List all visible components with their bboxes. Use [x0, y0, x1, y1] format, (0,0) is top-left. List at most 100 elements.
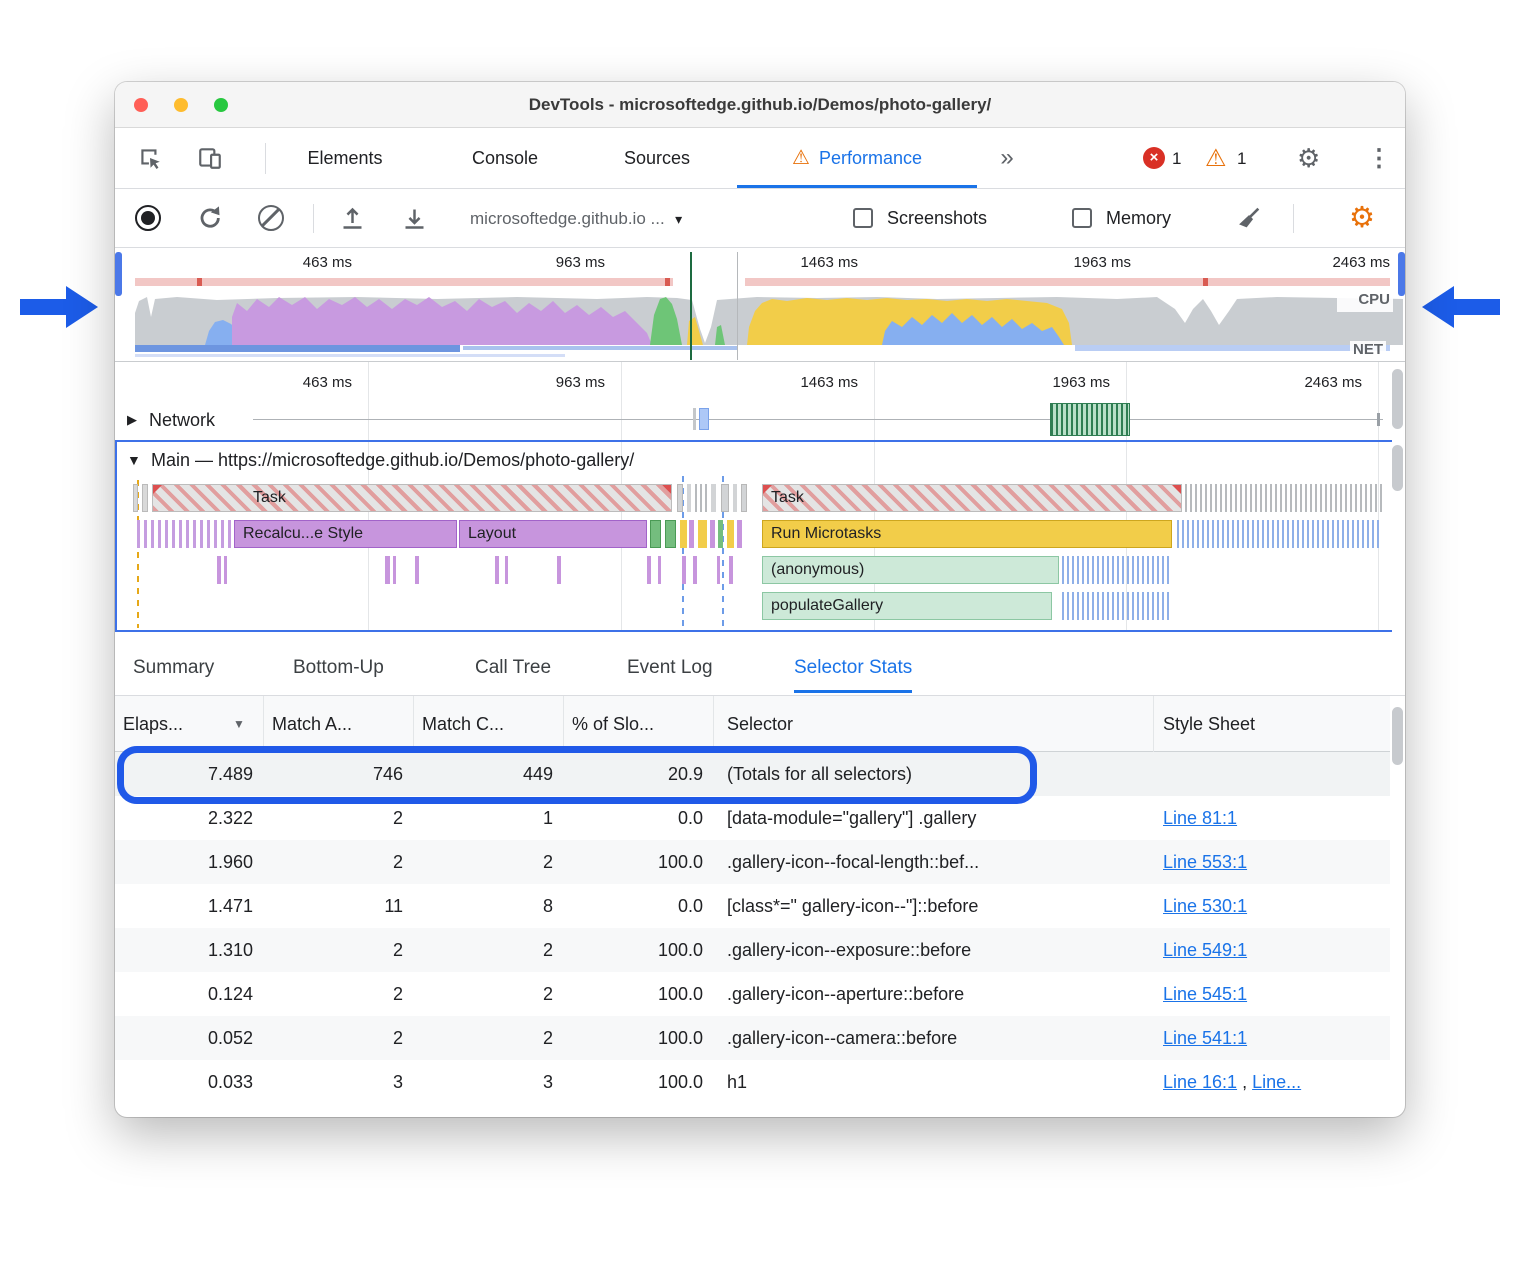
inspect-element-icon[interactable]	[137, 145, 163, 171]
more-tabs-icon[interactable]: »	[1000, 144, 1014, 171]
network-request-bar[interactable]	[699, 408, 709, 430]
close-button[interactable]	[134, 98, 148, 112]
flame-mini-bar	[677, 484, 683, 512]
header-style-sheet[interactable]: Style Sheet	[1163, 714, 1256, 734]
cell-selector: .gallery-icon--camera::before	[727, 1028, 958, 1048]
column-divider	[713, 696, 714, 752]
error-count[interactable]: 1	[1172, 149, 1182, 168]
flame-task-bar[interactable]: Task	[762, 484, 1182, 512]
flame-recalc-style-bar[interactable]: Recalcu...e Style	[234, 520, 457, 548]
screenshots-label[interactable]: Screenshots	[887, 208, 988, 228]
style-sheet-link[interactable]: Line 549:1	[1163, 940, 1248, 960]
network-overview-lane	[135, 278, 1390, 286]
ruler-time-label: 963 ms	[555, 374, 605, 391]
warning-count[interactable]: 1	[1237, 149, 1247, 168]
style-sheet-link[interactable]: Line 16:1	[1163, 1072, 1238, 1092]
scrollbar-thumb[interactable]	[1392, 445, 1403, 491]
cell-slow-pct: 100.0	[657, 852, 703, 872]
style-sheet-link[interactable]: Line 530:1	[1163, 896, 1248, 916]
header-slow-pct[interactable]: % of Slo...	[572, 714, 655, 734]
header-selector[interactable]: Selector	[727, 714, 794, 734]
table-row[interactable]: 0.033 3 3 100.0 h1 Line 16:1 , Line...	[115, 1060, 1390, 1104]
tab-performance-label: Performance	[818, 148, 922, 168]
style-sheet-link[interactable]: Line 81:1	[1163, 808, 1238, 828]
scrollbar-thumb[interactable]	[1392, 707, 1403, 765]
network-track-label[interactable]: Network	[149, 410, 216, 430]
flame-populate-gallery-bar[interactable]: populateGallery	[762, 592, 1052, 620]
flame-layout-bar[interactable]: Layout	[459, 520, 647, 548]
flame-task-bar[interactable]: Task	[152, 484, 672, 512]
tab-elements[interactable]: Elements	[307, 148, 383, 168]
tab-performance[interactable]: ⚠ Performance	[737, 128, 977, 188]
kebab-menu-icon[interactable]: ⋮	[1367, 145, 1391, 172]
screenshots-checkbox[interactable]	[853, 208, 873, 228]
clear-icon[interactable]	[258, 205, 284, 231]
cell-match-count: 3	[542, 1072, 553, 1092]
main-track-label[interactable]: Main — https://microsoftedge.github.io/D…	[151, 450, 635, 470]
cell-slow-pct: 100.0	[657, 1028, 703, 1048]
settings-gear-icon[interactable]: ⚙	[1297, 143, 1321, 173]
save-profile-icon[interactable]	[401, 205, 428, 232]
cell-slow-pct: 100.0	[657, 940, 703, 960]
reload-record-icon[interactable]	[195, 204, 223, 232]
zoom-button[interactable]	[214, 98, 228, 112]
header-elapsed[interactable]: Elaps...	[123, 714, 184, 734]
tab-call-tree[interactable]: Call Tree	[475, 657, 552, 678]
header-match-attempts[interactable]: Match A...	[272, 714, 353, 734]
tab-summary[interactable]: Summary	[133, 657, 215, 678]
timeline-overview[interactable]: 463 ms 963 ms 1463 ms 1963 ms 2463 ms	[115, 248, 1405, 362]
header-match-count[interactable]: Match C...	[422, 714, 505, 734]
table-row[interactable]: 0.052 2 2 100.0 .gallery-icon--camera::b…	[115, 1016, 1390, 1060]
tab-event-log[interactable]: Event Log	[627, 657, 713, 678]
table-row[interactable]: 1.960 2 2 100.0 .gallery-icon--focal-len…	[115, 840, 1390, 884]
devtools-window: DevTools - microsoftedge.github.io/Demos…	[115, 82, 1405, 1117]
style-sheet-link[interactable]: Line 545:1	[1163, 984, 1248, 1004]
disclosure-triangle-icon[interactable]: ▼	[127, 452, 141, 468]
minimize-button[interactable]	[174, 98, 188, 112]
tab-console[interactable]: Console	[471, 148, 539, 168]
collect-garbage-icon[interactable]	[1235, 204, 1263, 232]
flame-mini-bar	[717, 556, 720, 584]
table-row[interactable]: 2.322 2 1 0.0 [data-module="gallery"] .g…	[115, 796, 1390, 840]
disclosure-triangle-icon[interactable]: ▶	[127, 412, 137, 427]
sort-descending-icon[interactable]: ▼	[233, 717, 245, 731]
scrollbar-thumb[interactable]	[1392, 369, 1403, 429]
network-track[interactable]: ▶ Network	[115, 402, 1390, 438]
tab-sources[interactable]: Sources	[623, 148, 691, 168]
overview-right-handle[interactable]	[1398, 252, 1405, 296]
tab-selector-stats[interactable]: Selector Stats	[794, 642, 913, 693]
error-badge-icon[interactable]: ×	[1143, 147, 1165, 169]
net-lane-label: NET	[1350, 341, 1386, 359]
warning-badge-icon[interactable]: ⚠	[1205, 145, 1227, 172]
flame-mini-bar	[647, 556, 651, 584]
style-sheet-link[interactable]: Line...	[1252, 1072, 1302, 1092]
overview-left-handle[interactable]	[115, 252, 122, 296]
cell-selector: [data-module="gallery"] .gallery	[727, 808, 977, 828]
table-row[interactable]: 0.124 2 2 100.0 .gallery-icon--aperture:…	[115, 972, 1390, 1016]
cell-slow-pct: 20.9	[667, 764, 703, 784]
memory-checkbox[interactable]	[1072, 208, 1092, 228]
net-lane-bar	[463, 346, 738, 350]
table-row[interactable]: 1.471 11 8 0.0 [class*=" gallery-icon--"…	[115, 884, 1390, 928]
device-toolbar-icon[interactable]	[197, 145, 223, 171]
capture-settings-gear-icon[interactable]: ⚙	[1349, 202, 1375, 234]
table-row-totals[interactable]: 7.489 746 449 20.9 (Totals for all selec…	[115, 752, 1390, 796]
network-request-bar[interactable]	[1050, 403, 1130, 436]
style-sheet-link[interactable]: Line 541:1	[1163, 1028, 1248, 1048]
main-thread-track[interactable]: ▼ Main — https://microsoftedge.github.io…	[115, 440, 1392, 632]
cell-match-attempts: 3	[392, 1072, 403, 1092]
style-sheet-link[interactable]: Line 553:1	[1163, 852, 1248, 872]
record-icon[interactable]	[135, 205, 161, 231]
playhead-line[interactable]	[690, 252, 692, 360]
memory-label[interactable]: Memory	[1106, 208, 1172, 228]
flame-task-label: Task	[771, 489, 804, 506]
flame-run-microtasks-bar[interactable]: Run Microtasks	[762, 520, 1172, 548]
load-profile-icon[interactable]	[339, 205, 366, 232]
table-row[interactable]: 1.310 2 2 100.0 .gallery-icon--exposure:…	[115, 928, 1390, 972]
flame-anonymous-bar[interactable]: (anonymous)	[762, 556, 1059, 584]
link-separator: ,	[1237, 1072, 1253, 1092]
history-select[interactable]: microsoftedge.github.io ... ▾	[470, 189, 682, 248]
tab-bottom-up[interactable]: Bottom-Up	[293, 657, 384, 678]
ruler-time-label: 1463 ms	[800, 374, 858, 391]
